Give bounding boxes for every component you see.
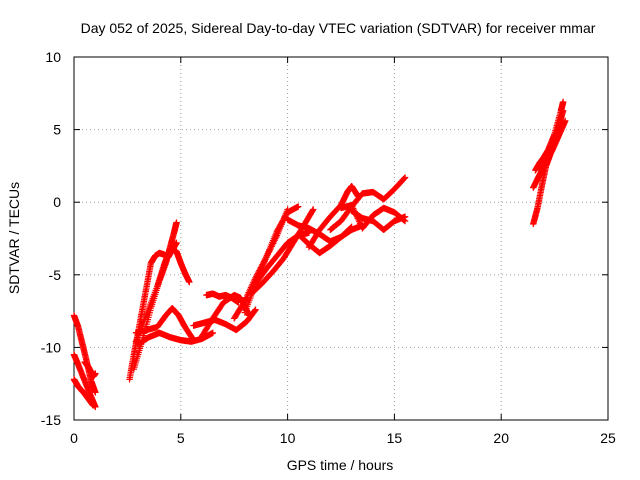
data-point [562, 117, 569, 125]
data-point [295, 203, 302, 210]
x-tick-label: 10 [280, 430, 296, 446]
series-track-v [337, 201, 409, 232]
y-tick-label: -5 [49, 267, 62, 283]
y-tick-label: -15 [41, 412, 61, 428]
x-tick-label: 5 [177, 430, 185, 446]
series-track-s [305, 183, 362, 251]
data-point [251, 307, 259, 314]
y-tick-label: -10 [41, 339, 61, 355]
data-point [401, 217, 408, 224]
data-point [310, 206, 317, 213]
chart-title: Day 052 of 2025, Sidereal Day-to-day VTE… [81, 20, 596, 36]
series-track-c [70, 376, 97, 409]
data-point [209, 329, 217, 337]
axis-ticks [73, 56, 609, 421]
data-point [90, 402, 97, 409]
data-point [309, 207, 316, 214]
series-track-t [327, 174, 409, 233]
data-point [400, 216, 407, 224]
y-axis-label: SDTVAR / TECUs [6, 182, 22, 294]
data-point [252, 306, 259, 313]
x-tick-label: 20 [493, 430, 509, 446]
data-point [92, 370, 99, 377]
x-tick-labels: 0 5 10 15 20 25 [70, 430, 616, 446]
data-points [70, 98, 569, 411]
data-point [401, 175, 408, 182]
y-tick-labels: -15 -10 -5 0 5 10 [41, 49, 61, 428]
series-track-y [532, 98, 567, 174]
series-track-h [132, 304, 197, 344]
data-point [173, 219, 180, 226]
data-point [235, 299, 242, 306]
x-tick-label: 15 [387, 430, 403, 446]
x-tick-label: 25 [600, 430, 616, 446]
series-track-l [203, 290, 242, 306]
series-track-i [134, 329, 217, 348]
data-point [401, 217, 409, 225]
series-track-k [190, 306, 259, 334]
series-track-d [81, 358, 99, 380]
x-axis-label: GPS time / hours [287, 457, 394, 473]
plot-frame [73, 56, 609, 421]
data-point [92, 389, 99, 396]
data-point [186, 278, 193, 286]
x-tick-label: 0 [70, 430, 78, 446]
series-track-g [132, 245, 193, 345]
y-tick-label: 5 [53, 122, 61, 138]
y-tick-label: 10 [45, 49, 61, 65]
data-point [559, 98, 567, 106]
data-point [401, 174, 409, 181]
y-tick-label: 0 [53, 194, 61, 210]
